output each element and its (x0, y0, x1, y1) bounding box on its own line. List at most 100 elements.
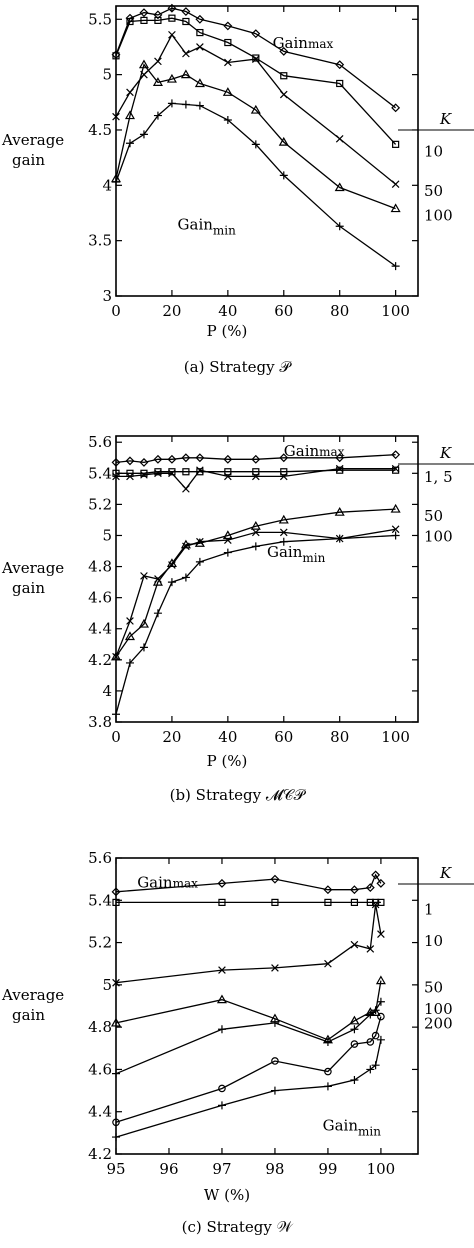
data-point-square (336, 79, 344, 88)
data-point-square (252, 54, 260, 62)
data-point-x (154, 469, 162, 478)
data-point-plus (125, 658, 134, 667)
x-axis-label: W (%) (204, 1186, 250, 1204)
data-point-triangle (180, 69, 191, 79)
x-tick-label: 60 (274, 302, 293, 320)
figure-caption: (b) Strategy 𝓜𝒞𝒫 (170, 786, 307, 804)
x-tick-label: 95 (106, 1160, 125, 1178)
y-axis-label-line2: gain (12, 1006, 45, 1024)
data-point-plus (167, 578, 176, 587)
y-tick-label: 5 (102, 976, 112, 994)
data-point-plus (112, 177, 120, 186)
series-1 (111, 870, 386, 897)
data-point-plus (217, 1025, 226, 1034)
data-point-circle (366, 1038, 375, 1046)
data-point-square (154, 16, 162, 24)
data-point-square (280, 72, 288, 80)
gain-min-label: Gainmin (178, 216, 237, 238)
data-point-plus (125, 139, 134, 148)
series-2 (112, 14, 400, 148)
data-point-plus (195, 557, 204, 566)
series-5 (112, 99, 400, 271)
series-line (115, 1039, 382, 1138)
series-line (115, 102, 396, 267)
series-line (115, 904, 382, 984)
x-tick-label: 97 (212, 1160, 231, 1178)
series-line (115, 17, 397, 145)
data-point-plus (181, 573, 190, 582)
y-tick-label: 5.4 (88, 464, 112, 482)
series-3 (112, 900, 385, 987)
data-point-x (112, 112, 120, 121)
data-point-x (224, 536, 232, 544)
series-line (115, 528, 396, 657)
y-tick-label: 5.4 (88, 891, 112, 909)
data-point-x (335, 464, 344, 473)
data-point-diamond (217, 878, 227, 888)
data-point-diamond (279, 453, 289, 463)
data-point-x (112, 472, 120, 481)
data-point-x (196, 537, 204, 546)
data-point-square (168, 14, 176, 22)
data-point-plus (167, 99, 176, 108)
data-point-diamond (391, 103, 401, 113)
data-point-diamond (279, 46, 289, 56)
data-point-diamond (251, 29, 261, 39)
y-tick-label: 4.4 (88, 1103, 112, 1121)
data-point-circle (112, 1118, 120, 1127)
y-axis-label-line2: gain (12, 579, 45, 597)
data-point-x (168, 30, 176, 39)
data-point-x (279, 90, 288, 99)
gain-min-label: Gainmin (267, 543, 326, 565)
data-point-x (377, 930, 385, 938)
x-tick-label: 100 (367, 1160, 396, 1178)
data-point-square (182, 17, 190, 26)
data-point-triangle (194, 78, 205, 88)
data-point-square (392, 140, 400, 148)
y-tick-label: 4.6 (88, 1060, 112, 1078)
data-point-plus (366, 1010, 375, 1019)
data-point-diamond (323, 885, 333, 895)
data-point-x (112, 652, 120, 661)
gain-max-label: Gainmax (137, 874, 198, 892)
data-point-x (182, 49, 190, 58)
data-point-triangle (278, 136, 289, 146)
data-point-plus (391, 262, 400, 271)
data-point-diamond (223, 21, 233, 31)
plot-frame (115, 5, 419, 297)
data-point-diamond (335, 60, 345, 70)
data-point-triangle (110, 651, 122, 661)
data-point-triangle (334, 182, 345, 192)
data-point-diamond (195, 453, 205, 463)
series-line (115, 1001, 382, 1075)
figure-caption: (c) Strategy 𝒲 (182, 1218, 294, 1236)
data-point-x (218, 966, 226, 974)
data-point-diamond (153, 10, 163, 20)
data-point-square (196, 468, 204, 476)
data-point-triangle (216, 994, 227, 1004)
y-tick-label: 5 (102, 66, 112, 84)
series-line (116, 467, 396, 490)
data-point-square (392, 466, 400, 474)
series-5 (112, 525, 400, 661)
data-point-square (154, 468, 162, 476)
data-point-x (224, 472, 232, 481)
data-point-diamond (349, 885, 359, 895)
data-point-x (126, 617, 134, 625)
data-point-x (391, 525, 400, 534)
x-tick-label: 40 (218, 302, 237, 320)
data-point-triangle (222, 530, 233, 540)
y-tick-label: 5.2 (88, 934, 112, 952)
x-tick-label: 80 (330, 302, 349, 320)
data-point-diamond (139, 457, 149, 467)
data-point-diamond (111, 887, 121, 897)
data-point-x (126, 88, 134, 97)
series-4 (110, 59, 401, 213)
y-tick-label: 4.2 (88, 651, 112, 669)
data-point-square (224, 38, 232, 47)
series-line (115, 454, 396, 464)
series-3 (112, 30, 400, 189)
series-6 (112, 531, 400, 719)
data-point-x (271, 964, 279, 972)
data-point-diamond (181, 453, 191, 463)
